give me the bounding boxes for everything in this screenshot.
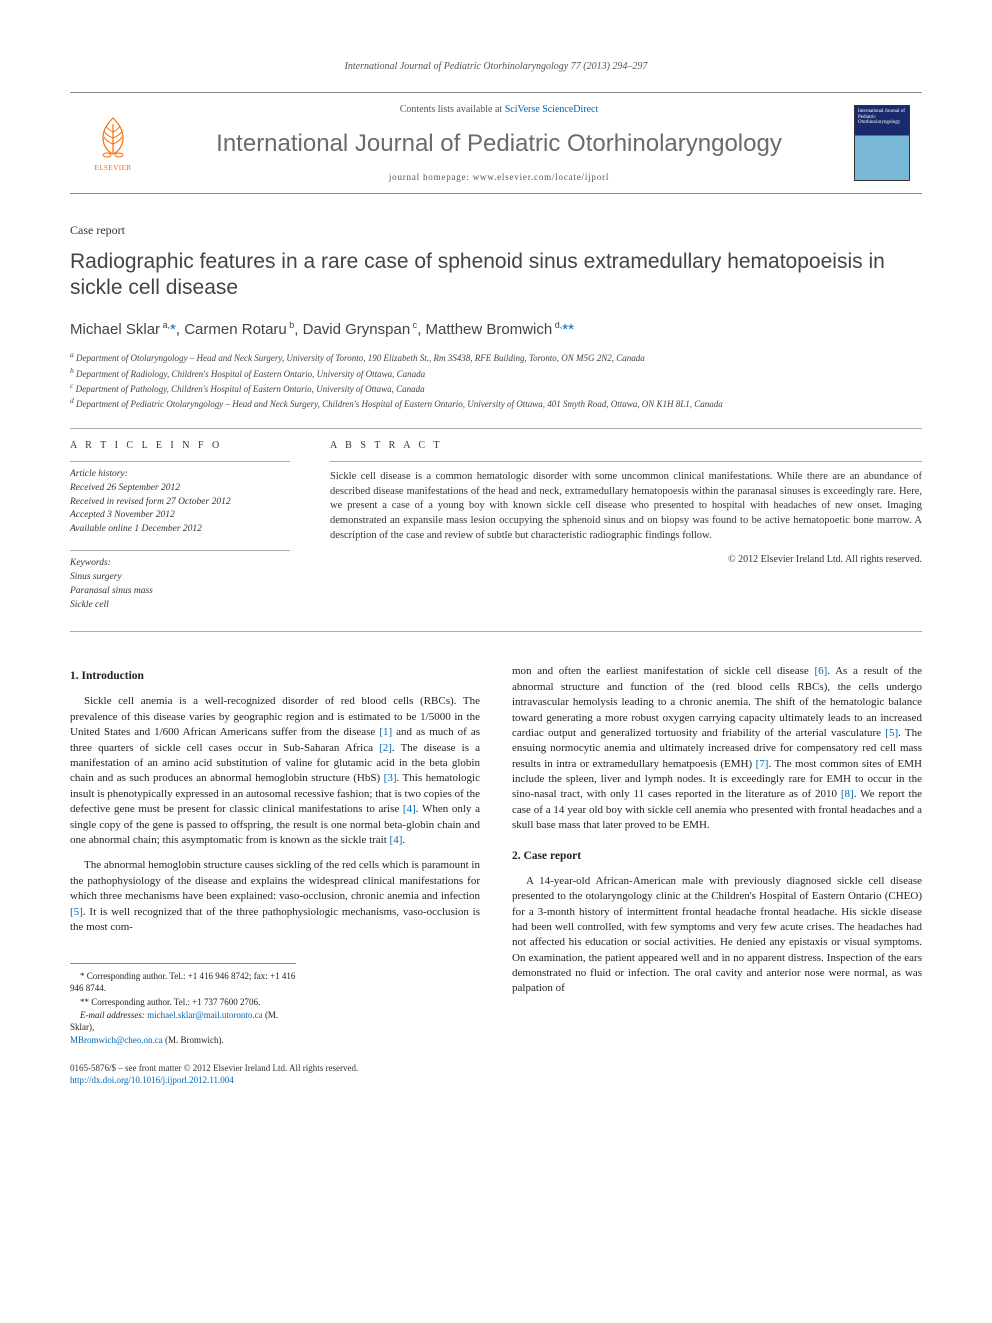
history-item: Accepted 3 November 2012 — [70, 509, 290, 522]
article-history-block: Article history: Received 26 September 2… — [70, 461, 290, 536]
citation-link[interactable]: [3] — [384, 772, 397, 784]
abstract-text: Sickle cell disease is a common hematolo… — [330, 470, 922, 543]
abstract-head: A B S T R A C T — [330, 439, 922, 453]
article-type: Case report — [70, 222, 922, 239]
abstract-column: A B S T R A C T Sickle cell disease is a… — [330, 439, 922, 625]
divider — [70, 428, 922, 429]
journal-name: International Journal of Pediatric Otorh… — [160, 127, 838, 161]
section-head-case: 2. Case report — [512, 848, 922, 864]
citation-link[interactable]: [1] — [379, 726, 392, 738]
email-link[interactable]: michael.sklar@mail.utoronto.ca — [147, 1010, 263, 1020]
article-info-column: A R T I C L E I N F O Article history: R… — [70, 439, 290, 625]
history-item: Received 26 September 2012 — [70, 482, 290, 495]
article-info-head: A R T I C L E I N F O — [70, 439, 290, 453]
info-abstract-row: A R T I C L E I N F O Article history: R… — [70, 439, 922, 625]
homepage-label: journal homepage: — [389, 172, 473, 182]
history-label: Article history: — [70, 468, 290, 481]
article-title: Radiographic features in a rare case of … — [70, 249, 922, 302]
article-body: 1. Introduction Sickle cell anemia is a … — [70, 664, 922, 1046]
masthead-center: Contents lists available at SciVerse Sci… — [160, 103, 838, 183]
abstract-copyright: © 2012 Elsevier Ireland Ltd. All rights … — [330, 553, 922, 567]
contents-available-line: Contents lists available at SciVerse Sci… — [160, 103, 838, 117]
citation-link[interactable]: [5] — [70, 906, 83, 918]
history-item: Received in revised form 27 October 2012 — [70, 496, 290, 509]
citation-link[interactable]: [6] — [814, 665, 827, 677]
divider — [70, 631, 922, 632]
keyword-item: Sinus surgery — [70, 571, 290, 584]
body-paragraph: mon and often the earliest manifestation… — [512, 664, 922, 833]
journal-cover-thumbnail: International Journal of Pediatric Otorh… — [854, 105, 910, 181]
email-link[interactable]: MBromwich@cheo.on.ca — [70, 1035, 163, 1045]
body-paragraph: A 14-year-old African-American male with… — [512, 874, 922, 997]
citation-link[interactable]: [8] — [841, 788, 854, 800]
email-who: (M. Bromwich). — [163, 1035, 224, 1045]
footnote-line: * Corresponding author. Tel.: +1 416 946… — [70, 970, 296, 994]
citation-link[interactable]: [7] — [756, 758, 769, 770]
citation-link[interactable]: [4] — [390, 834, 403, 846]
doi-link[interactable]: http://dx.doi.org/10.1016/j.ijporl.2012.… — [70, 1075, 234, 1085]
body-paragraph: The abnormal hemoglobin structure causes… — [70, 858, 480, 935]
emails-label: E-mail addresses: — [80, 1010, 147, 1020]
section-head-intro: 1. Introduction — [70, 668, 480, 684]
scidirect-link[interactable]: SciVerse ScienceDirect — [505, 104, 599, 115]
journal-homepage-line: journal homepage: www.elsevier.com/locat… — [160, 171, 838, 184]
keywords-block: Keywords: Sinus surgery Paranasal sinus … — [70, 550, 290, 611]
keywords-label: Keywords: — [70, 557, 290, 570]
journal-masthead: ELSEVIER Contents lists available at Sci… — [70, 92, 922, 194]
footnote-line: ** Corresponding author. Tel.: +1 737 76… — [70, 996, 296, 1008]
homepage-url: www.elsevier.com/locate/ijporl — [473, 172, 609, 182]
affiliation-list: a Department of Otolaryngology – Head an… — [70, 350, 922, 410]
front-matter-line: 0165-5876/$ – see front matter © 2012 El… — [70, 1062, 922, 1074]
contents-prefix: Contents lists available at — [400, 104, 505, 115]
page-footer: 0165-5876/$ – see front matter © 2012 El… — [70, 1062, 922, 1086]
running-head: International Journal of Pediatric Otorh… — [70, 60, 922, 74]
publisher-name: ELSEVIER — [94, 164, 131, 174]
keyword-item: Paranasal sinus mass — [70, 585, 290, 598]
footnote-emails: E-mail addresses: michael.sklar@mail.uto… — [70, 1009, 296, 1033]
divider — [330, 461, 922, 462]
history-item: Available online 1 December 2012 — [70, 523, 290, 536]
author-list: Michael Sklar a,*, Carmen Rotaru b, Davi… — [70, 319, 922, 340]
elsevier-tree-icon — [89, 112, 137, 160]
corresponding-author-footnotes: * Corresponding author. Tel.: +1 416 946… — [70, 963, 296, 1046]
citation-link[interactable]: [2] — [379, 742, 392, 754]
keyword-item: Sickle cell — [70, 599, 290, 612]
footnote-emails: MBromwich@cheo.on.ca (M. Bromwich). — [70, 1034, 296, 1046]
citation-link[interactable]: [4] — [403, 803, 416, 815]
body-paragraph: Sickle cell anemia is a well-recognized … — [70, 694, 480, 848]
citation-link[interactable]: [5] — [885, 727, 898, 739]
publisher-logo: ELSEVIER — [82, 109, 144, 177]
